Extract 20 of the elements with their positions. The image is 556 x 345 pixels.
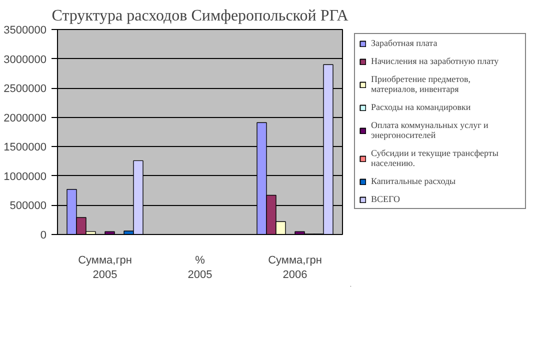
legend-label: Расходы на командировки [371,102,472,112]
legend-label: Капитальные расходы [371,176,457,186]
y-tick-label: 1500000 [4,142,47,154]
x-tick-label: Сумма,грн 2005 [78,254,132,281]
legend-label: Приобретение предметов, материалов, инвентаря [371,74,472,94]
legend-label: Субсидии и текущие трансферты населению. [371,148,500,168]
x-tick-label: Сумма,грн 2006 [268,254,322,281]
y-tick-label: 3000000 [4,54,47,66]
y-tick-label: 2000000 [4,112,47,124]
y-tick-label: 3500000 [4,24,47,36]
legend-label: Заработная плата [371,38,438,48]
y-tick-label: 2500000 [4,83,47,96]
legend-label: ВСЕГО [371,194,401,204]
legend-label: Оплата коммунальных услуг и энергоносителей [371,120,490,140]
y-tick-label: 500000 [10,200,47,212]
x-tick-label: % 2005 [188,254,212,281]
chart-title: Структура расходов Симферопольской РГА [52,8,349,24]
legend-label: Начисления на заработную плату [371,56,500,66]
y-tick-label: 0 [40,230,47,242]
y-tick-label: 1000000 [4,170,47,183]
